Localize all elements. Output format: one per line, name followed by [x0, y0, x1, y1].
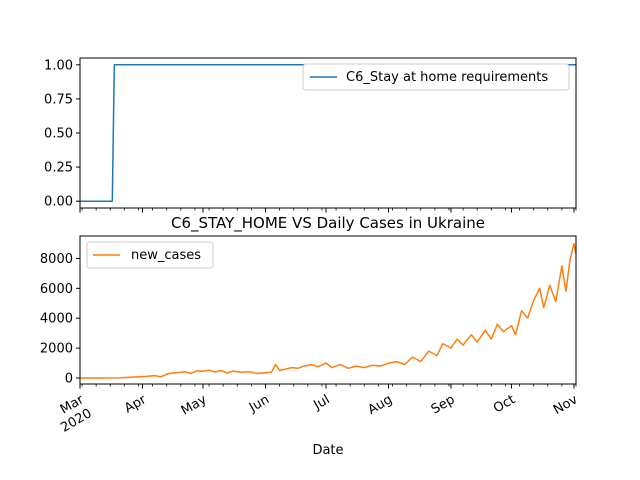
top-ytick-label: 0.75	[44, 92, 73, 107]
bottom-y-axis-ticks: 0 2000 4000 6000 8000	[40, 252, 80, 387]
top-axes-frame	[79, 57, 577, 209]
top-ytick-label: 0.25	[44, 161, 73, 176]
bottom-subplot: C6_STAY_HOME VS Daily Cases in Ukraine 0…	[40, 214, 581, 458]
x-axis-label: Date	[312, 443, 343, 458]
bottom-xtick-label: Aug	[365, 392, 394, 418]
top-subplot: 0.00 0.25 0.50 0.75 1.00 C6_Stay at home req…	[44, 57, 577, 213]
bottom-series-line	[80, 242, 577, 379]
bottom-ytick-label: 4000	[40, 312, 73, 327]
bottom-xtick-label: Sep	[429, 392, 458, 417]
bottom-series-lines	[80, 242, 577, 379]
bottom-ytick-label: 6000	[40, 282, 73, 297]
chart-title: C6_STAY_HOME VS Daily Cases in Ukraine	[171, 214, 485, 233]
bottom-legend-box	[86, 241, 214, 269]
bottom-ytick-label: 8000	[40, 252, 73, 267]
top-x-axis-ticks	[79, 208, 577, 213]
bottom-ytick-label: 0	[65, 372, 73, 387]
bottom-axes-frame	[79, 235, 577, 385]
top-legend-label: C6_Stay at home requirements	[346, 70, 548, 85]
top-ytick-label: 1.00	[44, 58, 73, 73]
top-y-axis-ticks: 0.00 0.25 0.50 0.75 1.00	[44, 58, 80, 210]
top-ytick-label: 0.00	[44, 195, 73, 210]
bottom-xtick-label: Apr	[122, 392, 150, 417]
bottom-xtick-label: Oct	[491, 392, 518, 416]
bottom-xtick-label: Jun	[246, 392, 272, 416]
bottom-xtick-label: Nov	[551, 392, 581, 418]
top-legend-box	[302, 63, 570, 91]
bottom-legend: new_cases	[86, 241, 214, 269]
bottom-ytick-label: 2000	[40, 342, 73, 357]
top-legend: C6_Stay at home requirements	[302, 63, 570, 91]
top-ytick-label: 0.50	[44, 127, 73, 142]
bottom-legend-label: new_cases	[131, 248, 201, 263]
bottom-xtick-label: Jul	[311, 392, 333, 413]
bottom-xtick-label: May	[179, 392, 210, 419]
